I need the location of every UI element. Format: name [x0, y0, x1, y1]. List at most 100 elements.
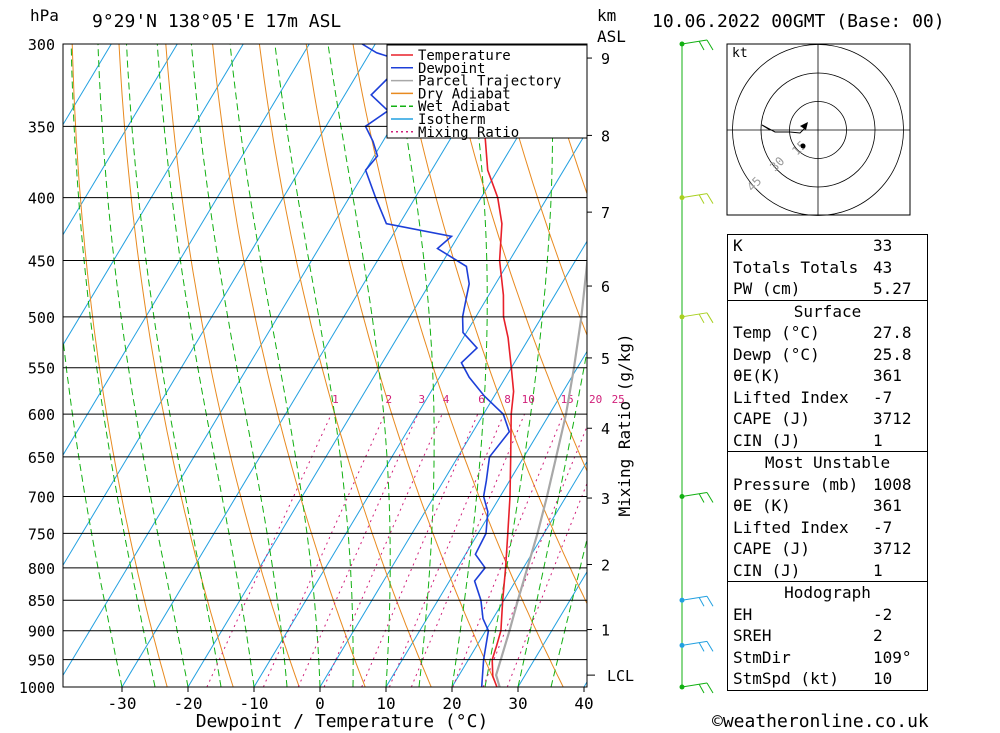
series-lines: [361, 44, 587, 687]
wind-barb: [681, 595, 714, 607]
isotherm-line: [63, 44, 112, 126]
hodograph-param-value: 2: [873, 626, 883, 645]
mixing-ratio-label: 25: [612, 393, 625, 406]
pressure-tick-label: 650: [28, 449, 55, 467]
hodograph-param-value: 10: [873, 669, 893, 688]
height-tick-label: 9: [601, 50, 610, 68]
pressure-tick-label: 400: [28, 190, 55, 208]
index-row: PW (cm) 5.27: [728, 278, 927, 300]
wet-adiabat-line: [156, 44, 255, 687]
surface-value: 1: [873, 430, 883, 450]
wind-barb: [681, 640, 714, 652]
hodograph-storm-motion-dot: [800, 143, 806, 149]
isotherm-line: [253, 130, 587, 687]
height-tick-label: 8: [601, 127, 610, 145]
temperature-tick-label: -10: [240, 694, 269, 713]
isotherm-line: [385, 350, 587, 687]
surface-row: θE(K) 361: [728, 365, 927, 387]
surface-value: 25.8: [873, 344, 912, 364]
surface-row: Lifted Index -7: [728, 387, 927, 409]
temperature-line: [466, 44, 515, 687]
legend-label: Parcel Trajectory: [418, 74, 561, 90]
most-unstable-row: Lifted Index -7: [728, 517, 927, 539]
index-label: Totals Totals: [733, 257, 859, 277]
hodograph-param-row: EH -2: [728, 604, 927, 626]
height-tick-label: 6: [601, 278, 610, 296]
height-tick-label: 5: [601, 350, 610, 368]
pressure-tick-label: 950: [28, 652, 55, 670]
mixing-ratio-labels: 1 2 3 4 6 8 10 15 20 25: [332, 393, 625, 406]
mixing-ratio-axis-title: Mixing Ratio (g/kg): [615, 333, 634, 516]
index-value: 33: [873, 236, 893, 255]
hodograph-param-value: 109°: [873, 647, 912, 667]
temperature-tick-label: 0: [315, 694, 325, 713]
most-unstable-title: Most Unstable: [764, 453, 891, 472]
pressure-tick-label: 450: [28, 253, 55, 271]
sounding-datetime: 10.06.2022 00GMT (Base: 00): [652, 11, 945, 32]
wet-adiabat-line: [327, 44, 391, 687]
wet-adiabat-line: [126, 44, 222, 687]
hodograph-param-row: SREH 2: [728, 625, 927, 647]
dry-adiabat-line: [258, 44, 432, 687]
legend-box: [386, 44, 588, 139]
legend-label: Temperature: [418, 48, 511, 64]
height-tick-label: 2: [601, 557, 610, 575]
wind-barb: [681, 193, 714, 204]
most-unstable-label: CIN (J): [733, 560, 801, 580]
temperature-tick-label: -30: [108, 694, 137, 713]
temperature-tick-label: -20: [174, 694, 203, 713]
surface-label: Temp (°C): [733, 323, 820, 342]
wet-adiabat-line: [190, 44, 288, 687]
hodograph-param-value: -2: [873, 604, 893, 624]
index-row: Totals Totals 43: [728, 257, 927, 279]
mixing-ratio-line: [452, 414, 564, 687]
mixing-ratio-label: 4: [443, 393, 450, 406]
mixing-ratio-label: 1: [332, 393, 339, 406]
mixing-ratio-line: [482, 425, 587, 687]
dry-adiabat-line: [118, 44, 234, 687]
isotherm-line: [187, 44, 574, 687]
mixing-ratio-label: 6: [478, 393, 485, 406]
pressure-tick-label: 850: [28, 592, 55, 610]
most-unstable-label: Pressure (mb): [733, 474, 859, 494]
pressure-tick-label: 1000: [19, 679, 55, 697]
height-axis: 1 2 3 4 5 6 7 8 9 LCL: [587, 50, 634, 685]
index-value: 5.27: [873, 279, 912, 298]
wind-barb: [681, 492, 714, 503]
surface-label: Dewp (°C): [733, 344, 820, 364]
km-unit-label: km: [597, 6, 617, 25]
surface-label: θE(K): [733, 366, 782, 385]
most-unstable-label: CAPE (J): [733, 539, 811, 558]
legend-label: Dewpoint: [418, 61, 485, 77]
legend-label: Mixing Ratio: [418, 125, 519, 141]
surface-value: 361: [873, 366, 902, 385]
mixing-ratio-line: [361, 414, 479, 687]
isotherm-line: [63, 44, 442, 677]
isotherm-line: [517, 570, 587, 687]
most-unstable-value: 3712: [873, 539, 912, 558]
lcl-label: LCL: [607, 667, 634, 685]
hodograph-param-label: StmDir: [733, 647, 791, 667]
dry-adiabat-line: [961, 44, 1000, 687]
index-row: K 33: [728, 235, 927, 257]
most-unstable-label: θE (K): [733, 496, 791, 515]
pressure-tick-label: 700: [28, 489, 55, 507]
height-tick-label: 3: [601, 490, 610, 508]
mixing-ratio-label: 10: [522, 393, 535, 406]
x-axis-title: Dewpoint / Temperature (°C): [196, 711, 489, 732]
pressure-axis: 300 350 400 450 500 550 600 650 700 750 800 850 900 9…: [19, 36, 587, 697]
height-tick-label: 4: [601, 420, 610, 438]
wind-barb: [681, 682, 714, 694]
legend-label: Wet Adiabat: [418, 99, 511, 115]
copyright-notice: ©weatheronline.co.uk: [712, 711, 929, 732]
mixing-ratio-line: [410, 414, 525, 687]
mixing-ratio-label: 8: [504, 393, 511, 406]
surface-row: CIN (J) 1: [728, 430, 927, 452]
temperature-tick-label: 10: [376, 694, 395, 713]
station-location: 9°29'N 138°05'E 17m ASL: [92, 11, 342, 32]
most-unstable-value: 1008: [873, 474, 912, 494]
surface-label: Lifted Index: [733, 387, 849, 407]
wind-barb: [681, 312, 714, 324]
